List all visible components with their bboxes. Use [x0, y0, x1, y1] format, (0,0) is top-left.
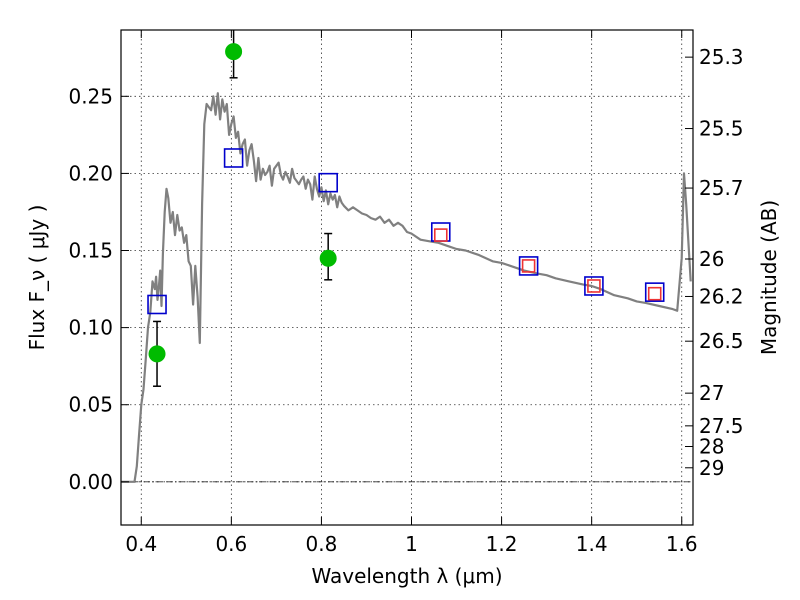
bandpass-flux-marker-0 — [147, 294, 167, 315]
bandpass-flux-marker-6 — [644, 282, 665, 302]
plot-frame — [120, 29, 694, 526]
y-tick-label-2: 0.10 — [68, 316, 113, 340]
mag-tick-label-1: 25.5 — [699, 117, 744, 141]
x-tick-label-4: 1.2 — [486, 532, 518, 556]
mag-tick-label-7: 27.5 — [699, 414, 744, 438]
plot-series — [121, 30, 693, 483]
y-tick-label-5: 0.25 — [68, 84, 113, 108]
model-photometry-marker-0 — [433, 228, 448, 242]
mag-tick-label-5: 26.5 — [699, 329, 744, 353]
x-tick-label-3: 1 — [405, 532, 418, 556]
mag-tick-label-8: 28 — [699, 435, 724, 459]
mag-tick-label-0: 25.3 — [699, 45, 744, 69]
x-axis-ticks: 0.4 0.6 0.8 1 1.2 1.4 1.6 — [125, 30, 698, 556]
mag-tick-label-6: 27 — [699, 381, 724, 405]
bandpass-flux-marker-1 — [223, 148, 244, 168]
x-tick-label-1: 0.6 — [215, 532, 247, 556]
observed-flux-point-1 — [225, 43, 243, 61]
y-axis-ticks: 0.00 0.05 0.10 0.15 0.20 0.25 — [68, 84, 129, 494]
bandpass-flux-marker-2 — [318, 172, 338, 193]
mag-tick-label-3: 26 — [699, 247, 724, 271]
x-tick-label-5: 1.4 — [576, 532, 608, 556]
x-tick-label-6: 1.6 — [666, 532, 698, 556]
mag-tick-label-9: 29 — [699, 456, 724, 480]
magnitude-axis-label: Magnitude (AB) — [757, 200, 781, 355]
model-photometry-marker-3 — [647, 286, 662, 301]
y-tick-label-4: 0.20 — [68, 161, 113, 185]
observed-flux-point-0 — [148, 345, 166, 363]
y-tick-label-1: 0.05 — [68, 393, 113, 417]
x-axis-label: Wavelength λ (μm) — [311, 564, 502, 588]
model-photometry-marker-1 — [521, 259, 536, 273]
y-tick-label-0: 0.00 — [68, 470, 113, 494]
mag-tick-label-4: 26.2 — [699, 284, 744, 308]
observed-flux-point-2 — [319, 249, 337, 267]
x-tick-label-0: 0.4 — [125, 532, 157, 556]
bandpass-flux-marker-4 — [518, 256, 539, 276]
model-photometry-marker-2 — [587, 279, 601, 293]
y-tick-label-3: 0.15 — [68, 239, 113, 263]
mag-tick-label-2: 25.7 — [699, 176, 744, 200]
grid-lines — [121, 30, 693, 525]
bandpass-flux-marker-5 — [584, 276, 604, 296]
y-axis-label: Flux F_ν ( μJy ) — [25, 205, 49, 351]
x-tick-label-2: 0.8 — [306, 532, 338, 556]
sed-model-line — [121, 92, 692, 483]
